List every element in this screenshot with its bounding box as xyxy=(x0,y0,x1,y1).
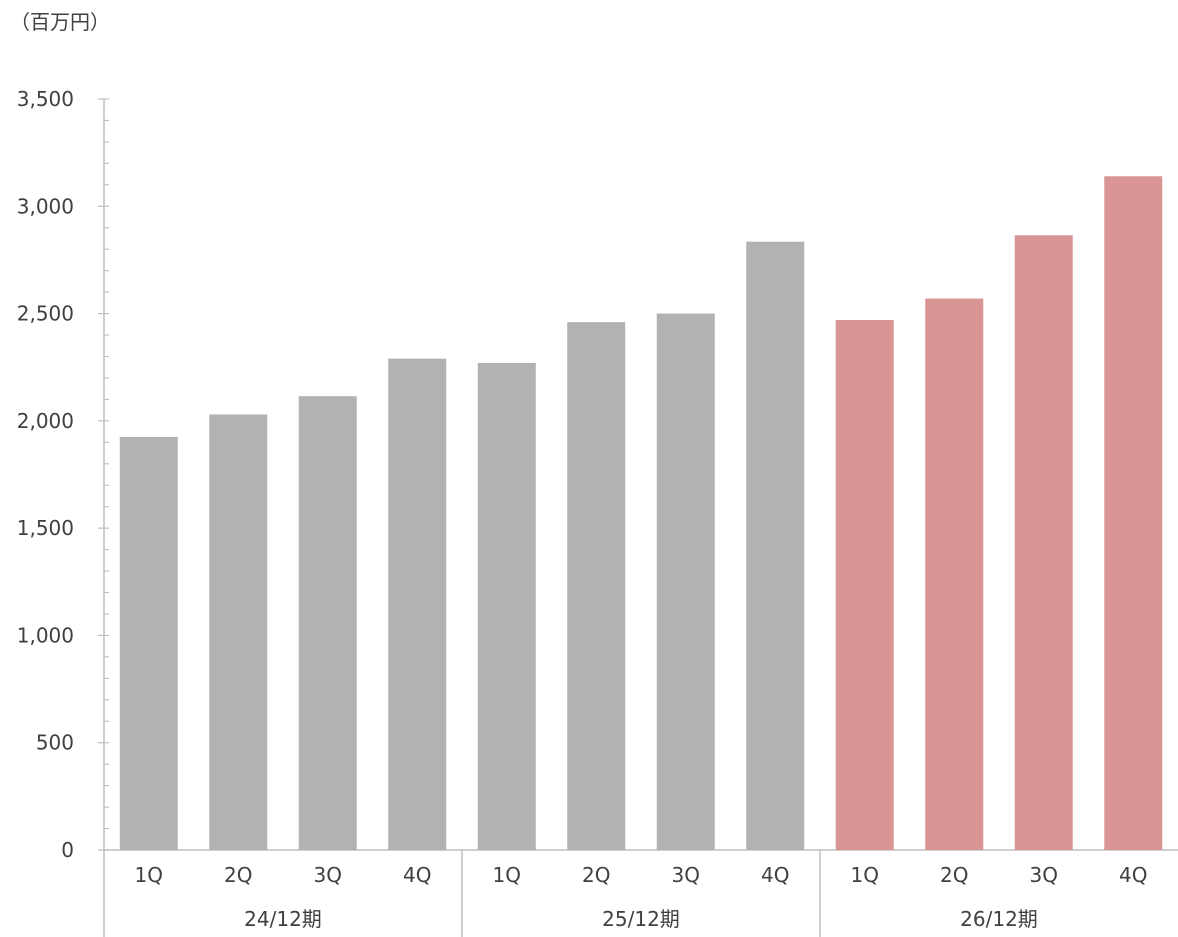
group-label: 26/12期 xyxy=(960,907,1038,931)
group-label: 25/12期 xyxy=(602,907,680,931)
bar xyxy=(388,358,447,850)
bar xyxy=(835,320,894,851)
unit-label: （百万円） xyxy=(10,10,110,34)
bar-layer xyxy=(119,176,1163,851)
bar xyxy=(298,396,357,850)
bar xyxy=(746,241,805,850)
x-tick-label: 2Q xyxy=(940,863,968,887)
bar xyxy=(209,414,268,850)
x-tick-label: 4Q xyxy=(1119,863,1147,887)
y-tick-label: 1,500 xyxy=(17,516,74,540)
x-tick-label: 3Q xyxy=(314,863,342,887)
x-tick-label: 1Q xyxy=(135,863,163,887)
x-tick-label: 1Q xyxy=(493,863,521,887)
x-tick-label: 4Q xyxy=(761,863,789,887)
y-tick-label: 2,000 xyxy=(17,409,74,433)
bar xyxy=(925,298,984,851)
x-tick-label: 1Q xyxy=(851,863,879,887)
bar xyxy=(1104,176,1163,850)
bar xyxy=(1014,235,1073,850)
x-tick-label: 2Q xyxy=(582,863,610,887)
axis-layer xyxy=(98,98,1178,937)
y-tick-label: 1,000 xyxy=(17,623,74,647)
x-tick-label: 4Q xyxy=(403,863,431,887)
bar xyxy=(477,362,536,850)
y-tick-label: 0 xyxy=(61,838,74,862)
y-tick-label: 500 xyxy=(36,731,74,755)
y-tick-label: 3,000 xyxy=(17,194,74,218)
x-tick-label: 3Q xyxy=(1030,863,1058,887)
label-layer: 0 500 1,000 1,500 2,000 2,500 3,000 3,500 1Q 2Q 3Q… xyxy=(17,87,1148,931)
x-tick-label: 2Q xyxy=(224,863,252,887)
bar xyxy=(119,436,178,850)
bar xyxy=(567,322,626,850)
group-label: 24/12期 xyxy=(244,907,322,931)
y-tick-label: 3,500 xyxy=(17,87,74,111)
y-tick-label: 2,500 xyxy=(17,302,74,326)
x-tick-label: 3Q xyxy=(672,863,700,887)
bar xyxy=(656,313,715,851)
